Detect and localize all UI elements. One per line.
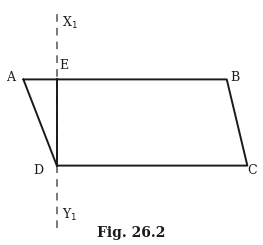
Text: Y$_1$: Y$_1$ <box>62 207 77 223</box>
Text: E: E <box>59 59 69 72</box>
Text: X$_1$: X$_1$ <box>62 15 78 31</box>
Text: A: A <box>6 71 15 84</box>
Text: Fig. 26.2: Fig. 26.2 <box>97 226 166 240</box>
Text: C: C <box>248 164 257 177</box>
Text: D: D <box>34 164 44 177</box>
Text: B: B <box>230 71 239 84</box>
